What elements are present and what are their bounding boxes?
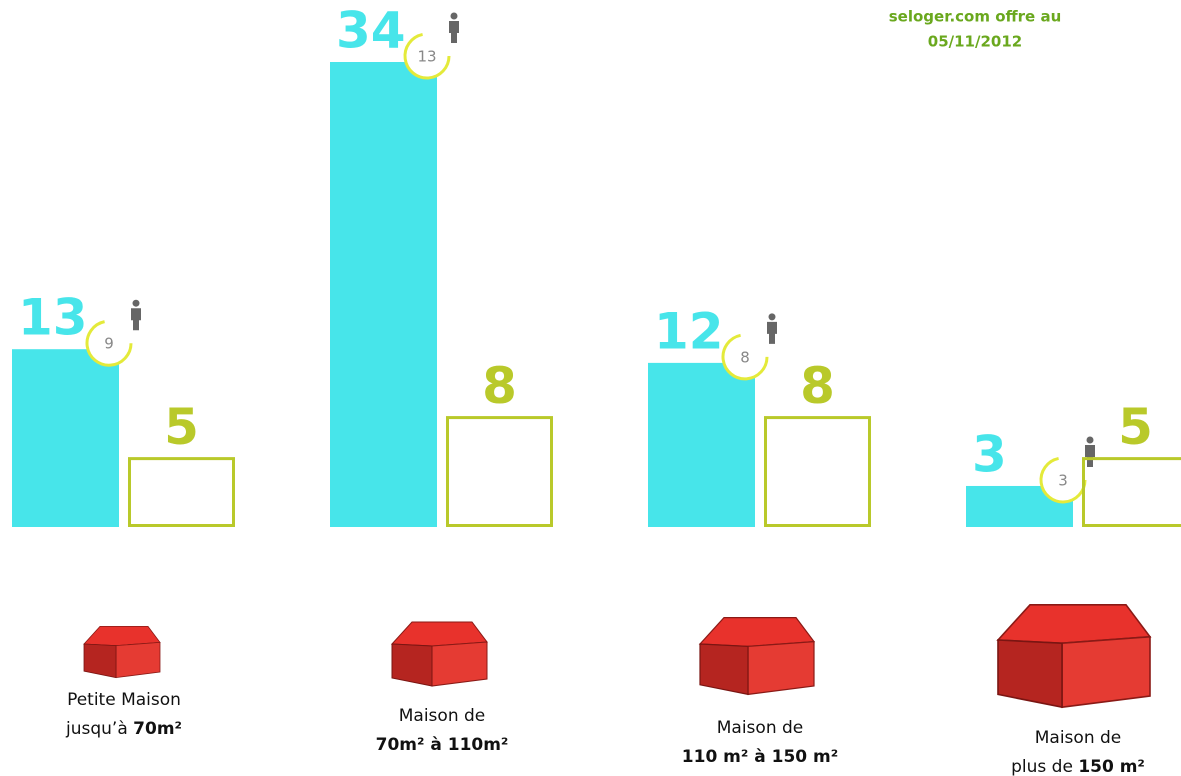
person-icon — [131, 308, 141, 331]
bar — [764, 416, 871, 527]
value-label: 3 — [972, 425, 1007, 483]
value-label: 8 — [482, 357, 517, 415]
circle-label: 8 — [740, 348, 750, 366]
value-label: 13 — [18, 289, 88, 347]
category-label-part: Maison de — [717, 718, 804, 738]
category-label-part: Petite Maison — [67, 690, 181, 710]
house-side — [699, 643, 749, 696]
category-label-part: jusqu’à — [65, 719, 133, 739]
house-side — [997, 639, 1063, 709]
house-icon — [698, 616, 816, 696]
bar — [12, 349, 119, 527]
circle-label: 13 — [417, 48, 436, 66]
circle-arc — [721, 333, 769, 381]
bar — [1082, 457, 1181, 527]
person-icon — [1085, 444, 1095, 467]
circle-bg — [87, 321, 131, 366]
category-label: jusqu’à 70m² — [65, 719, 182, 739]
house-roof — [698, 616, 816, 648]
person-icon — [449, 21, 459, 43]
bar — [330, 62, 437, 527]
category-label-part: 110 m² à 150 m² — [682, 747, 838, 767]
category-label-part: Maison de — [399, 706, 486, 726]
house-front — [747, 640, 815, 696]
value-label: 34 — [336, 2, 406, 60]
value-label: 5 — [164, 398, 199, 456]
person-icon — [1086, 436, 1094, 444]
category-label: Maison de — [717, 718, 804, 738]
circle-bg — [1041, 457, 1085, 502]
house-roof — [390, 621, 488, 647]
bar — [648, 362, 755, 527]
category-label-part: 150 m² — [1078, 757, 1145, 776]
house-front — [431, 641, 488, 687]
circle-arc — [85, 320, 133, 367]
value-label: 5 — [1118, 398, 1153, 456]
person-icon — [768, 313, 776, 321]
person-icon — [450, 12, 458, 20]
category-label: Maison de — [1035, 728, 1122, 748]
circle-label: 3 — [1058, 471, 1068, 489]
category-label: 110 m² à 150 m² — [682, 747, 838, 767]
category-label: 70m² à 110m² — [376, 735, 509, 755]
circle-bg — [405, 34, 449, 78]
category-label-part: plus de — [1011, 757, 1078, 776]
value-label: 12 — [654, 302, 724, 360]
person-icon — [767, 321, 777, 344]
category-label: Petite Maison — [67, 690, 181, 710]
category-label-part: 70m² à 110m² — [376, 735, 509, 755]
house-icon — [996, 603, 1152, 709]
category-label: plus de 150 m² — [1011, 757, 1145, 776]
house-front — [1061, 635, 1151, 709]
house-icon — [390, 621, 488, 687]
circle-arc — [403, 32, 451, 80]
category-label-part: 70m² — [133, 719, 182, 739]
house-roof — [996, 603, 1152, 645]
circle-bg — [723, 334, 767, 379]
chart-title: 05/11/2012 — [928, 33, 1022, 51]
bar — [446, 416, 553, 527]
category-label: Maison de — [399, 706, 486, 726]
house-front — [115, 641, 161, 679]
value-label: 8 — [800, 357, 835, 415]
chart-title: seloger.com offre au — [889, 8, 1062, 26]
house-icon — [83, 625, 161, 679]
house-side — [391, 643, 433, 687]
bar — [128, 457, 235, 527]
person-icon — [132, 299, 140, 307]
circle-label: 9 — [104, 335, 114, 353]
house-roof — [83, 625, 161, 647]
circle-arc — [1039, 456, 1087, 504]
house-side — [83, 643, 117, 679]
category-label-part: Maison de — [1035, 728, 1122, 748]
